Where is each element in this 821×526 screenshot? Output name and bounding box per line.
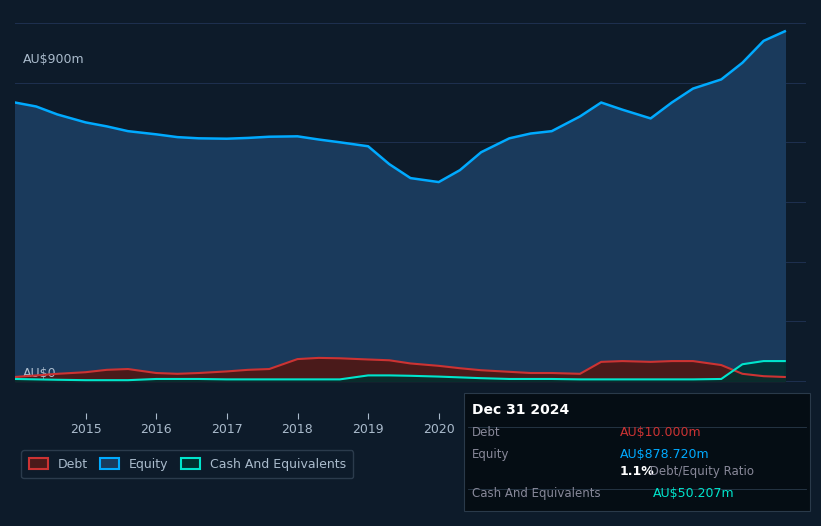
Text: AU$50.207m: AU$50.207m xyxy=(653,487,734,500)
Text: Debt: Debt xyxy=(472,426,501,439)
Text: Equity: Equity xyxy=(472,448,510,461)
Text: AU$900m: AU$900m xyxy=(23,53,85,66)
Text: AU$878.720m: AU$878.720m xyxy=(620,448,709,461)
Text: Debt/Equity Ratio: Debt/Equity Ratio xyxy=(646,465,754,478)
Text: Dec 31 2024: Dec 31 2024 xyxy=(472,403,569,418)
Text: 1.1%: 1.1% xyxy=(620,465,654,478)
Text: AU$10.000m: AU$10.000m xyxy=(620,426,701,439)
Text: Cash And Equivalents: Cash And Equivalents xyxy=(472,487,601,500)
Legend: Debt, Equity, Cash And Equivalents: Debt, Equity, Cash And Equivalents xyxy=(21,450,353,478)
Text: AU$0: AU$0 xyxy=(23,367,57,380)
